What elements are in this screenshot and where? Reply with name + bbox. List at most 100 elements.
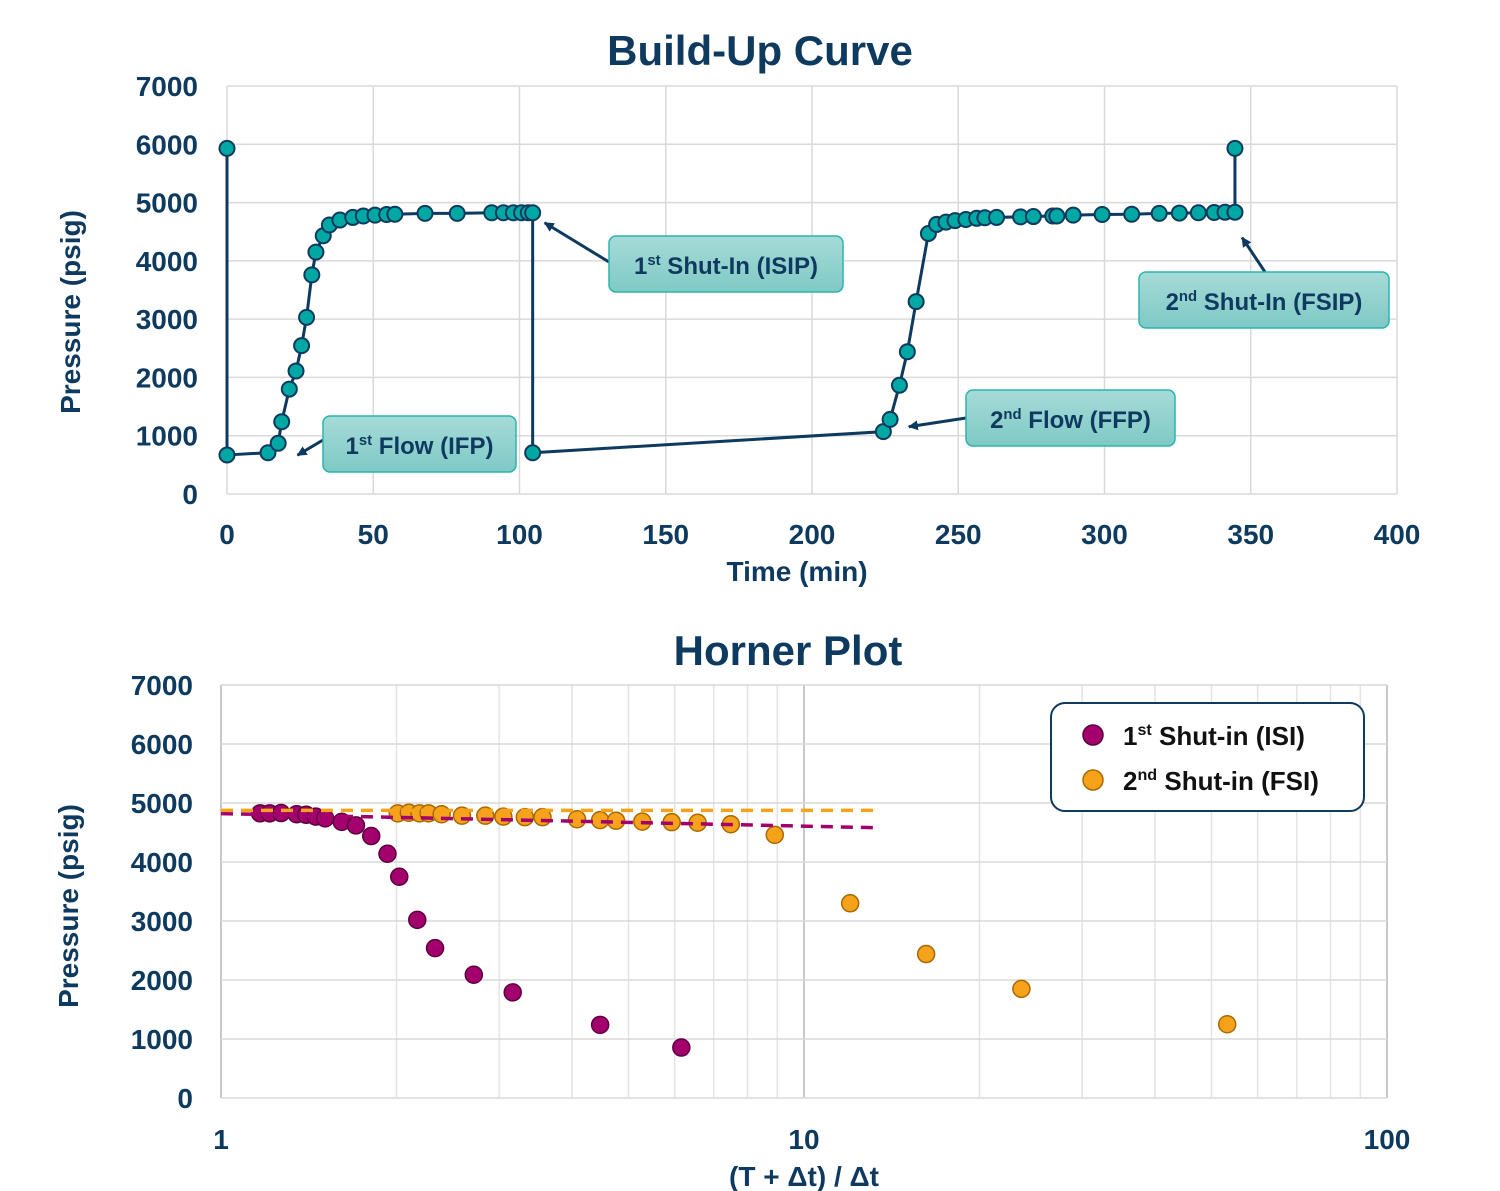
data-point-isi xyxy=(503,983,522,1002)
callout-box xyxy=(608,235,844,293)
y-tick-label: 0 xyxy=(177,1083,193,1114)
data-point xyxy=(1170,204,1188,222)
data-point-isi xyxy=(672,1038,691,1057)
chart-title: Build-Up Curve xyxy=(607,27,913,74)
data-point xyxy=(303,266,321,284)
label-text: Shut-In (ISIP) xyxy=(661,253,818,280)
data-point xyxy=(218,446,236,464)
x-tick-label: 10 xyxy=(788,1124,819,1155)
x-axis-label: Time (min) xyxy=(726,556,867,587)
x-tick-label: 250 xyxy=(935,519,982,550)
data-point xyxy=(218,139,236,157)
data-point-isi xyxy=(361,826,381,846)
data-point xyxy=(988,208,1006,226)
y-tick-label: 0 xyxy=(182,479,198,510)
y-tick-label: 1000 xyxy=(131,1024,193,1055)
y-axis-label: Pressure (psig) xyxy=(55,210,86,414)
x-tick-label: 150 xyxy=(642,519,689,550)
y-tick-label: 5000 xyxy=(136,188,198,219)
label-superscript: nd xyxy=(1137,766,1157,784)
y-tick-label: 6000 xyxy=(136,129,198,160)
x-tick-label: 350 xyxy=(1227,519,1274,550)
data-point xyxy=(1048,207,1066,225)
data-point xyxy=(386,205,404,223)
data-point-fsi xyxy=(765,825,785,845)
callout-box xyxy=(965,389,1176,447)
callout-arrow xyxy=(543,221,610,264)
data-point xyxy=(307,243,325,261)
label-superscript: st xyxy=(1137,721,1152,739)
data-point xyxy=(1093,206,1111,224)
x-axis-label: (T + Δt) / Δt xyxy=(729,1161,879,1191)
callout-label: 2nd Shut-In (FSIP) xyxy=(1166,289,1363,316)
callout-label: 1st Shut-In (ISIP) xyxy=(634,253,818,280)
data-point xyxy=(448,204,466,222)
x-tick-label: 300 xyxy=(1081,519,1128,550)
data-point xyxy=(907,293,925,311)
label-superscript: nd xyxy=(1003,407,1021,423)
x-tick-label: 100 xyxy=(496,519,543,550)
data-point xyxy=(287,362,305,380)
label-number: 2 xyxy=(1123,766,1137,796)
data-point xyxy=(1189,204,1207,222)
x-tick-label: 1 xyxy=(213,1124,229,1155)
label-number: 2 xyxy=(1166,289,1179,316)
data-point-isi xyxy=(390,867,409,886)
callout-arrow xyxy=(296,438,324,457)
data-point-fsi xyxy=(1012,979,1031,999)
y-tick-label: 1000 xyxy=(136,421,198,452)
data-point xyxy=(280,380,298,398)
y-tick-label: 3000 xyxy=(131,906,193,937)
label-text: Shut-In (FSIP) xyxy=(1197,289,1362,316)
data-point xyxy=(1150,204,1168,222)
label-text: Flow (FFP) xyxy=(1022,407,1151,434)
legend-box xyxy=(1050,702,1365,812)
data-point xyxy=(881,410,899,428)
label-number: 1 xyxy=(1123,721,1137,751)
y-tick-label: 4000 xyxy=(136,246,198,277)
data-point xyxy=(1024,208,1042,226)
x-tick-label: 100 xyxy=(1364,1124,1411,1155)
callout-arrow xyxy=(907,416,967,431)
label-text: Shut-in (FSI) xyxy=(1157,766,1319,796)
y-tick-label: 2000 xyxy=(136,362,198,393)
label-superscript: st xyxy=(359,433,372,449)
label-superscript: st xyxy=(647,253,660,269)
legend-marker-fsi xyxy=(1082,769,1104,791)
callout-box xyxy=(322,415,517,473)
data-point xyxy=(293,337,311,355)
data-point xyxy=(1226,203,1244,221)
x-tick-label: 50 xyxy=(358,519,389,550)
callout-box xyxy=(1138,271,1390,329)
data-point xyxy=(273,413,291,431)
data-point xyxy=(524,204,542,222)
x-tick-label: 400 xyxy=(1374,519,1421,550)
data-point-isi xyxy=(425,938,445,958)
data-point-fsi xyxy=(1217,1015,1237,1034)
legend-label-fsi: 2nd Shut-in (FSI) xyxy=(1123,766,1319,796)
label-number: 1 xyxy=(346,433,359,460)
label-number: 1 xyxy=(634,253,647,280)
data-point xyxy=(298,308,316,326)
label-text: Shut-in (ISI) xyxy=(1152,721,1305,751)
data-point xyxy=(890,376,908,394)
callout-label: 1st Flow (IFP) xyxy=(346,433,494,460)
y-tick-label: 6000 xyxy=(131,729,193,760)
data-point-isi xyxy=(408,910,427,930)
data-point xyxy=(524,444,542,462)
data-point-isi xyxy=(271,803,291,823)
label-number: 2 xyxy=(990,407,1003,434)
callout-label: 2nd Flow (FFP) xyxy=(990,407,1151,434)
data-point xyxy=(269,434,287,452)
data-point-fsi xyxy=(590,810,610,830)
trendline-isi xyxy=(220,811,881,830)
label-text: Flow (IFP) xyxy=(372,433,493,460)
y-tick-label: 7000 xyxy=(131,670,193,701)
y-axis-label: Pressure (psig) xyxy=(53,804,84,1008)
y-tick-label: 7000 xyxy=(136,71,198,102)
data-point xyxy=(1226,139,1244,157)
data-point-isi xyxy=(378,844,397,863)
legend-label-isi: 1st Shut-in (ISI) xyxy=(1123,721,1305,751)
data-point xyxy=(1064,206,1082,224)
